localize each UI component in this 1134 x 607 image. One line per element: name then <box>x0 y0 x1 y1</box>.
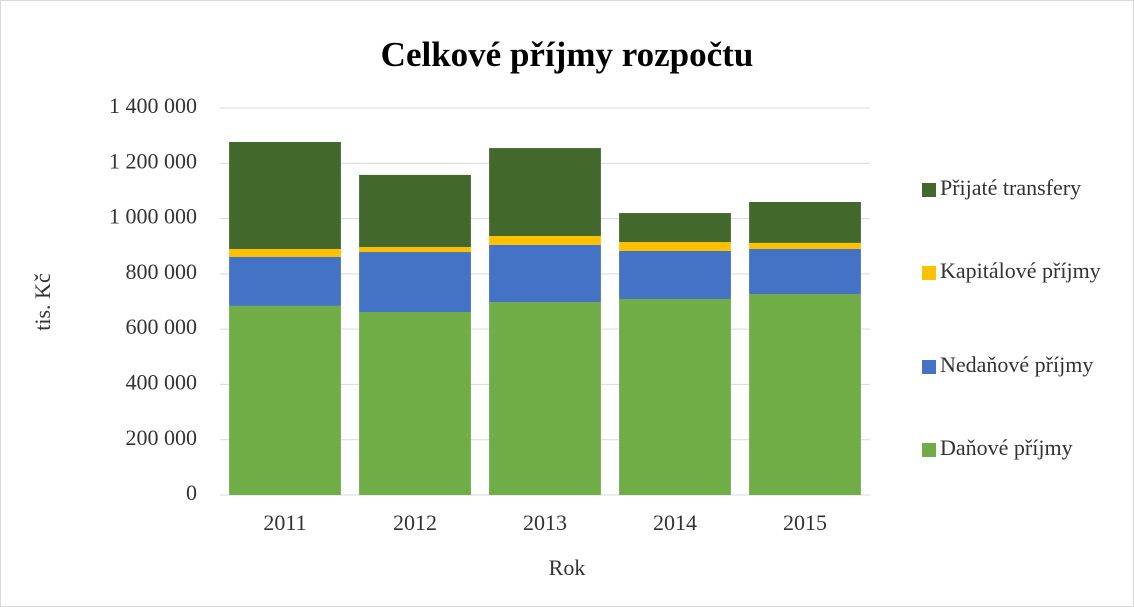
bar-segment <box>619 213 731 243</box>
legend-swatch <box>922 266 936 280</box>
y-tick-label: 800 000 <box>126 259 198 284</box>
y-tick-label: 1 000 000 <box>109 204 197 229</box>
bar-segment <box>749 248 861 295</box>
y-tick-label: 400 000 <box>126 369 198 394</box>
x-tick-label: 2013 <box>523 510 567 535</box>
legend-swatch <box>922 360 936 374</box>
legend-label: Kapitálové příjmy <box>940 258 1101 283</box>
legend-label: Přijaté transfery <box>940 175 1081 200</box>
y-tick-label: 1 200 000 <box>109 148 197 173</box>
bar-segment <box>749 201 861 243</box>
bar-segment <box>359 252 471 313</box>
y-tick-label: 200 000 <box>126 425 198 450</box>
y-axis-label: tis. Kč <box>30 273 55 331</box>
y-tick-label: 0 <box>186 480 197 505</box>
x-axis-label: Rok <box>549 555 586 580</box>
y-tick-label: 1 400 000 <box>109 93 197 118</box>
bar-segment <box>489 148 601 236</box>
legend-label: Daňové příjmy <box>940 435 1073 460</box>
bar-segment <box>619 250 731 300</box>
legend-swatch <box>922 183 936 197</box>
bar-segment <box>619 299 731 495</box>
bar-segment <box>229 142 341 249</box>
x-tick-label: 2015 <box>783 510 827 535</box>
chart-title: Celkové příjmy rozpočtu <box>381 35 754 74</box>
bar-segment <box>489 244 601 303</box>
bar-segment <box>229 256 341 306</box>
legend-label: Nedaňové příjmy <box>940 352 1093 377</box>
x-tick-label: 2012 <box>393 510 437 535</box>
bar-segment <box>619 242 731 251</box>
bar-segment <box>229 248 341 257</box>
bar-segment <box>489 302 601 495</box>
legend-swatch <box>922 443 936 457</box>
x-tick-label: 2011 <box>263 510 306 535</box>
bar-segment <box>749 242 861 249</box>
y-tick-label: 600 000 <box>126 314 198 339</box>
bar-segment <box>359 247 471 253</box>
bar-segment <box>749 294 861 495</box>
bar-segment <box>359 174 471 248</box>
bar-segment <box>489 235 601 245</box>
bar-segment <box>229 305 341 495</box>
bar-segment <box>359 312 471 495</box>
x-tick-label: 2014 <box>653 510 697 535</box>
